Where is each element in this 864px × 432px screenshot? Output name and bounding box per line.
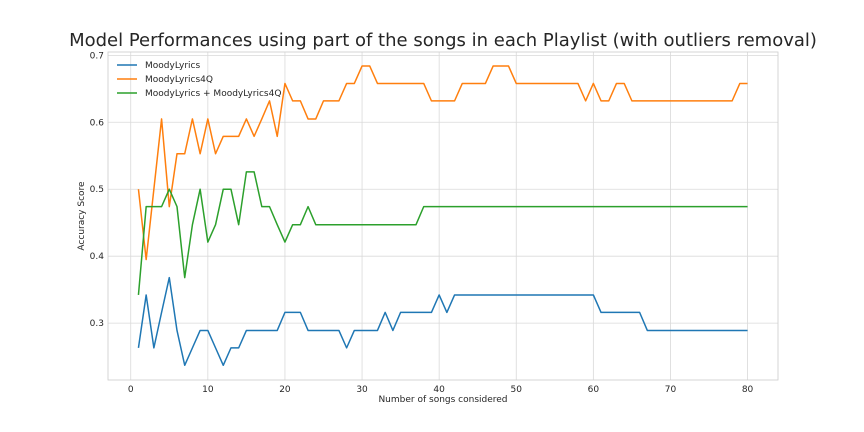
legend: MoodyLyrics MoodyLyrics4Q MoodyLyrics + Mo… xyxy=(117,61,281,99)
series-lines xyxy=(137,65,748,367)
x-tick-label: 50 xyxy=(511,385,523,395)
series-line-1 xyxy=(137,65,748,261)
x-tick-label: 60 xyxy=(588,385,600,395)
x-tick-label: 40 xyxy=(433,385,445,395)
y-tick-label: 0.5 xyxy=(90,185,104,195)
x-tick-label: 70 xyxy=(665,385,677,395)
y-tick-label: 0.3 xyxy=(90,319,104,329)
chart-title: Model Performances using part of the son… xyxy=(69,30,817,51)
y-tick-label: 0.6 xyxy=(90,118,105,128)
y-axis-label: Accuracy Score xyxy=(77,181,87,251)
grid-lines xyxy=(108,52,778,380)
series-line-0 xyxy=(137,276,748,367)
legend-label: MoodyLyrics + MoodyLyrics4Q xyxy=(145,89,281,99)
legend-label: MoodyLyrics4Q xyxy=(145,75,213,85)
x-axis-label: Number of songs considered xyxy=(378,395,507,405)
x-tick-labels: 0 10 20 30 40 50 60 70 80 xyxy=(128,385,754,395)
series-line-2 xyxy=(137,171,748,296)
x-tick-label: 80 xyxy=(742,385,754,395)
y-tick-labels: 0.3 0.4 0.5 0.6 0.7 xyxy=(90,51,105,329)
legend-label: MoodyLyrics xyxy=(145,61,200,71)
y-tick-label: 0.7 xyxy=(90,51,104,61)
x-tick-label: 10 xyxy=(202,385,214,395)
x-tick-label: 20 xyxy=(279,385,291,395)
plot-frame xyxy=(107,51,779,381)
x-tick-label: 0 xyxy=(128,385,134,395)
y-tick-label: 0.4 xyxy=(90,252,105,262)
x-tick-label: 30 xyxy=(356,385,368,395)
